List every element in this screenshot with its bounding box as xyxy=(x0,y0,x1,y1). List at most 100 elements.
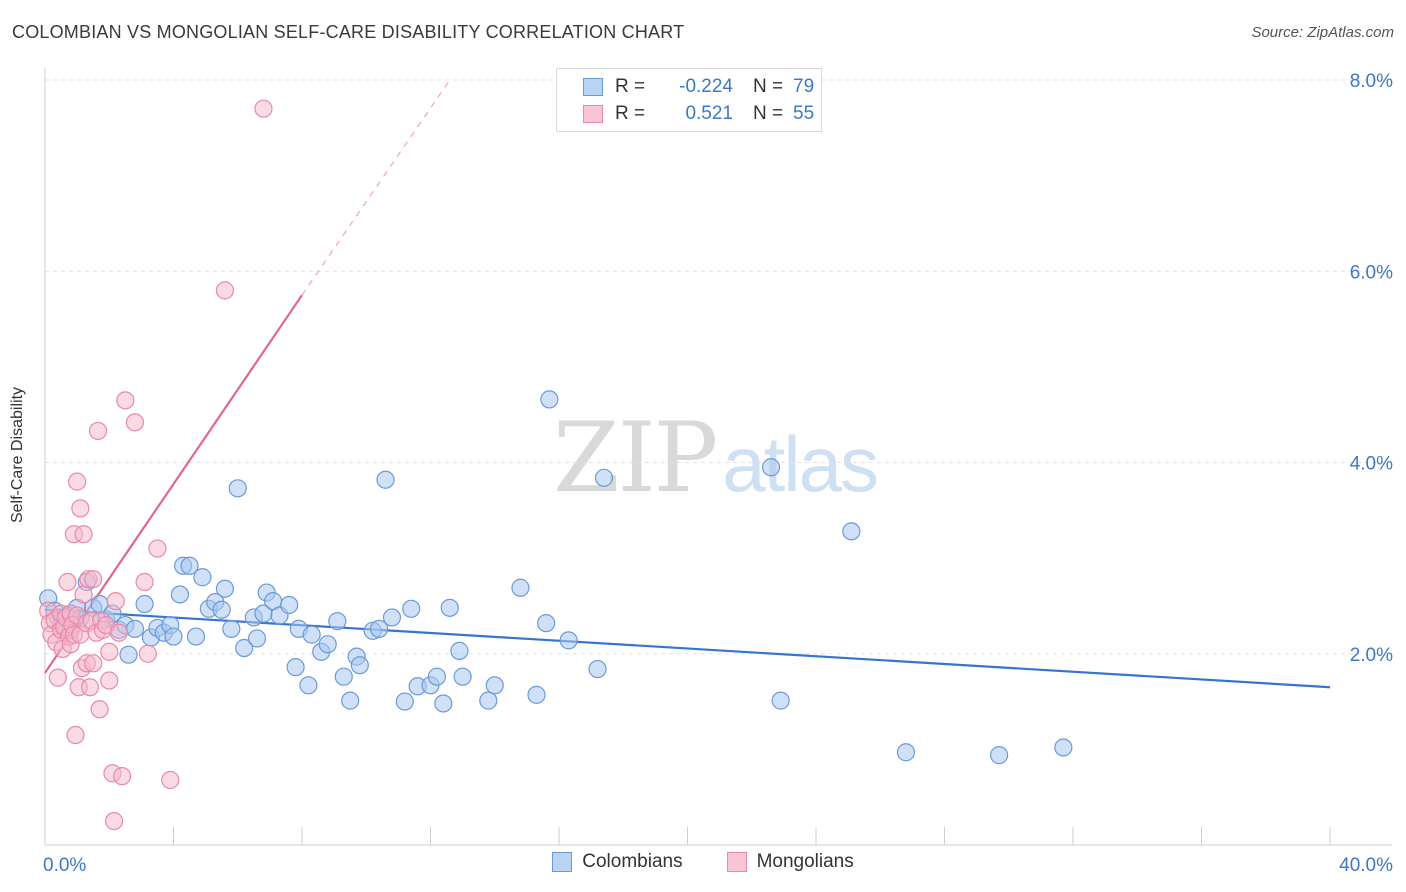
mongolian-point xyxy=(161,770,180,790)
watermark-atlas: atlas xyxy=(722,420,879,508)
colombian-point xyxy=(479,691,498,710)
mongolian-point xyxy=(138,644,157,663)
colombian-point xyxy=(761,458,781,477)
colombian-point xyxy=(164,627,183,646)
y-tick-label: 4.0% xyxy=(1350,454,1393,475)
colombian-point xyxy=(896,743,916,762)
x-tick-label-left: 0.0% xyxy=(43,855,86,876)
colombian-point xyxy=(350,656,369,675)
y-tick-label: 8.0% xyxy=(1350,71,1393,92)
chart-title: COLOMBIAN VS MONGOLIAN SELF-CARE DISABIL… xyxy=(12,22,685,42)
colombian-point xyxy=(180,556,199,575)
mongolian-point xyxy=(84,654,103,673)
legend-n-value: 79 xyxy=(793,76,815,97)
colombian-point xyxy=(215,579,234,598)
colombian-point xyxy=(540,390,559,409)
mongolian-point xyxy=(66,725,85,745)
colombian-point xyxy=(559,631,578,650)
colombian-point xyxy=(588,659,607,679)
colombian-point xyxy=(511,578,530,597)
mongolian-point xyxy=(58,572,77,592)
legend-swatch-colombians xyxy=(583,78,603,96)
mongolians-trend-extension xyxy=(301,79,451,296)
mongolian-point xyxy=(104,811,124,831)
colombian-point xyxy=(594,468,614,487)
colombian-point xyxy=(193,568,212,587)
colombians-label: Colombians xyxy=(582,851,683,872)
colombian-point xyxy=(318,635,337,654)
mongolian-point xyxy=(100,642,119,661)
colombian-point xyxy=(119,645,138,664)
colombian-point xyxy=(228,479,247,498)
mongolian-point xyxy=(215,281,234,300)
legend-n-label: N = xyxy=(753,103,784,124)
colombian-point xyxy=(402,599,421,618)
watermark: ZIPatlas xyxy=(553,402,879,514)
colombian-point xyxy=(334,667,353,686)
colombian-point xyxy=(395,692,414,711)
correlation-legend: R = -0.224 N = 79 R = 0.521 N = 55 xyxy=(556,68,822,132)
colombian-point xyxy=(328,612,347,631)
series-legend: Colombians Mongolians xyxy=(0,851,1406,873)
legend-r-value: -0.224 xyxy=(679,76,733,97)
mongolian-point xyxy=(116,391,135,410)
mongolian-point xyxy=(88,421,108,441)
mongolian-point xyxy=(84,570,103,589)
colombian-point xyxy=(527,685,546,704)
colombian-point xyxy=(450,641,469,660)
colombian-point xyxy=(427,667,447,686)
colombian-point xyxy=(537,614,556,633)
gridlines xyxy=(45,79,1392,655)
mongolian-point xyxy=(135,572,154,592)
watermark-zip: ZIP xyxy=(553,402,718,514)
colombian-point xyxy=(990,746,1009,765)
colombians-points xyxy=(39,390,1073,765)
mongolians-points xyxy=(39,99,273,831)
legend-r-label: R = xyxy=(615,76,646,97)
x-tick-label-right: 40.0% xyxy=(1339,855,1393,876)
mongolian-point xyxy=(112,767,132,786)
trend-lines xyxy=(44,79,1331,689)
legend-item-mongolians[interactable]: Mongolians xyxy=(726,851,854,873)
legend-row-colombians: R = -0.224 N = 79 xyxy=(583,75,814,99)
colombian-point xyxy=(842,522,861,541)
mongolian-point xyxy=(106,592,125,611)
y-tick-label: 2.0% xyxy=(1350,645,1393,666)
colombian-point xyxy=(135,594,154,614)
colombian-point xyxy=(1054,738,1073,757)
colombians-swatch xyxy=(552,852,573,872)
mongolian-point xyxy=(100,671,119,690)
mongolian-point xyxy=(71,499,90,518)
legend-swatch-mongolians xyxy=(583,105,603,123)
colombian-point xyxy=(299,676,318,695)
y-tick-label: 6.0% xyxy=(1350,262,1393,283)
mongolian-point xyxy=(74,525,93,544)
colombian-point xyxy=(280,595,299,615)
axes xyxy=(44,68,1392,846)
mongolians-swatch xyxy=(726,852,747,872)
colombian-point xyxy=(341,691,360,710)
colombian-point xyxy=(222,619,241,638)
colombian-point xyxy=(370,619,389,638)
mongolian-point xyxy=(74,585,93,604)
y-axis-label: Self-Care Disability xyxy=(9,386,26,524)
mongolian-point xyxy=(48,668,67,687)
tick-labels: 2.0% 4.0% 6.0% 8.0% 0.0% 40.0% xyxy=(43,71,1393,876)
mongolian-point xyxy=(148,539,167,558)
mongolian-point xyxy=(254,99,273,118)
colombian-point xyxy=(286,658,305,677)
colombian-point xyxy=(771,691,790,710)
mongolian-point xyxy=(125,413,145,432)
colombian-point xyxy=(235,638,254,658)
legend-n-value: 55 xyxy=(793,103,815,124)
mongolians-label: Mongolians xyxy=(756,851,854,872)
colombian-point xyxy=(170,585,190,604)
colombian-point xyxy=(247,629,267,648)
legend-item-colombians[interactable]: Colombians xyxy=(552,851,683,873)
colombian-point xyxy=(302,625,321,644)
mongolian-point xyxy=(68,472,87,491)
colombian-point xyxy=(212,600,231,619)
mongolian-point xyxy=(109,623,128,642)
colombian-point xyxy=(485,676,504,695)
